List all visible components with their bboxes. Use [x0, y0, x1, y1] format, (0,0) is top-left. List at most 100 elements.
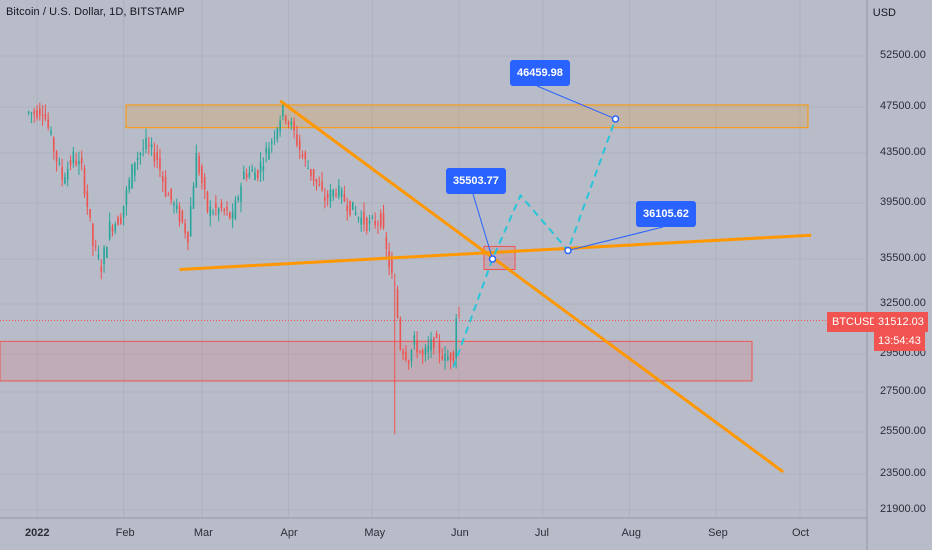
candle-body — [318, 184, 321, 186]
candle-body — [270, 141, 273, 144]
candle-body — [405, 351, 407, 361]
candle-body — [195, 153, 198, 188]
candle-body — [265, 147, 267, 153]
countdown-tag: 13:54:43 — [874, 331, 925, 351]
candle-body — [61, 166, 63, 180]
y-tick-label: 27500.00 — [880, 385, 926, 397]
candle-body — [441, 356, 444, 360]
candle-body — [106, 247, 108, 258]
candle-body — [326, 193, 329, 199]
candle-body — [223, 209, 226, 212]
candle-body — [128, 179, 131, 190]
candle-body — [262, 166, 265, 171]
candle-body — [276, 128, 279, 140]
annotation-connector — [536, 85, 616, 120]
candle-body — [245, 173, 248, 179]
symbol-tag: BTCUSD — [827, 312, 883, 332]
candle-body — [321, 181, 323, 190]
candle-body — [354, 212, 357, 215]
candle-body — [357, 217, 360, 219]
candle-body — [282, 102, 284, 117]
candle-body — [251, 169, 253, 172]
candle-body — [209, 206, 212, 216]
candle-body — [338, 185, 340, 197]
candle-body — [360, 218, 362, 225]
candle-body — [47, 119, 49, 128]
candle-body — [181, 210, 184, 222]
candle-body — [284, 116, 287, 122]
candle-body — [161, 175, 164, 182]
y-tick-label: 25500.00 — [880, 425, 926, 437]
annotation-connector — [472, 193, 494, 260]
y-tick-label: 52500.00 — [880, 49, 926, 61]
candle-body — [78, 160, 80, 165]
candle-body — [421, 350, 424, 356]
candle-body — [41, 114, 44, 116]
candle-body — [167, 195, 170, 197]
candle-body — [55, 150, 58, 162]
resistance-zone — [125, 104, 809, 129]
candle-body — [256, 170, 259, 179]
candle-body — [407, 360, 410, 364]
x-tick-label: Sep — [708, 527, 728, 539]
y-tick-label: 39500.00 — [880, 196, 926, 208]
candle-body — [103, 247, 105, 264]
candle-body — [393, 283, 396, 285]
candle-body — [371, 217, 374, 219]
candle-body — [379, 212, 382, 227]
projection-path — [452, 118, 617, 368]
candle-body — [430, 339, 432, 351]
x-tick-label: Feb — [115, 527, 135, 539]
target-box — [483, 245, 516, 270]
candle-body — [396, 289, 399, 318]
candle-body — [175, 204, 178, 210]
candle-body — [273, 137, 276, 139]
candle-body — [136, 157, 139, 161]
candle-body — [83, 168, 86, 195]
candle-body — [399, 318, 402, 350]
candle-body — [120, 217, 122, 224]
annotation-35503[interactable]: 35503.77 — [446, 168, 506, 194]
candle-body — [173, 203, 175, 206]
candle-body — [108, 221, 111, 240]
candle-body — [27, 111, 30, 113]
candle-body — [139, 153, 142, 156]
x-tick-label: May — [364, 527, 386, 539]
candle-body — [58, 162, 61, 164]
candle-body — [447, 356, 449, 361]
last-price-tag: 31512.03 — [874, 312, 928, 332]
candle-body — [237, 197, 240, 201]
candle-body — [187, 231, 189, 243]
y-tick-label: 32500.00 — [880, 297, 926, 309]
candle-body — [268, 148, 270, 160]
candle-body — [410, 349, 413, 361]
candle-body — [134, 162, 136, 176]
candle-body — [178, 206, 181, 223]
candle-body — [201, 166, 203, 184]
candle-body — [192, 186, 195, 209]
annotation-36105[interactable]: 36105.62 — [636, 201, 696, 227]
candle-body — [66, 168, 69, 180]
y-tick-label: 23500.00 — [880, 467, 926, 479]
x-tick-label: Jul — [534, 527, 549, 539]
candle-body — [30, 112, 33, 114]
trendline-2 — [279, 99, 785, 474]
candle-body — [293, 121, 295, 131]
chart-title: Bitcoin / U.S. Dollar, 1D, BITSTAMP — [6, 6, 185, 18]
candle-body — [427, 345, 430, 353]
candle-body — [86, 191, 89, 207]
candle-body — [402, 350, 404, 355]
candle-body — [125, 189, 128, 206]
x-tick-label: Mar — [193, 527, 213, 539]
candle-body — [346, 205, 349, 212]
candle-body — [114, 224, 117, 232]
candle-body — [298, 139, 301, 150]
candle-body — [150, 143, 153, 148]
candle-body — [385, 237, 388, 249]
candle-body — [382, 213, 385, 228]
annotation-46459[interactable]: 46459.98 — [510, 60, 570, 86]
y-tick-label: 21900.00 — [880, 503, 926, 515]
candle-body — [435, 333, 438, 338]
